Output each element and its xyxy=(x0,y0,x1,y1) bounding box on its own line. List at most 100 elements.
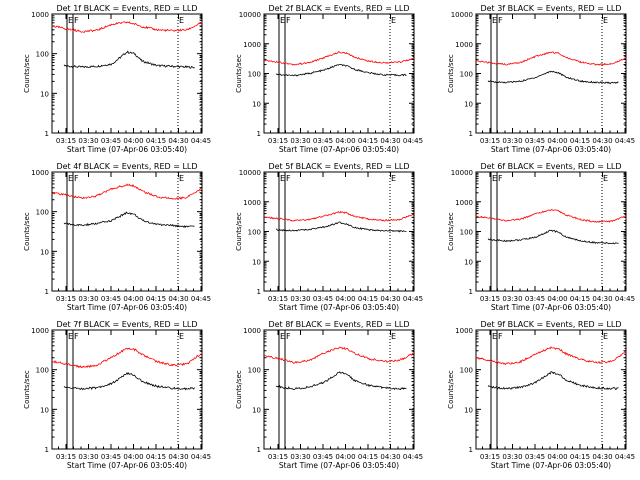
x-tick-label: 03:15 xyxy=(268,295,288,303)
event-marker-label: E xyxy=(179,16,184,25)
y-tick-label: 1000 xyxy=(243,41,261,49)
event-marker-label: E xyxy=(603,174,608,183)
plot-title: Det 6f BLACK = Events, RED = LLD xyxy=(480,162,621,171)
y-tick-label: 100 xyxy=(248,229,261,237)
y-tick-label: 100 xyxy=(460,71,473,79)
y-tick-label: 100 xyxy=(248,367,261,375)
plot-title: Det 4f BLACK = Events, RED = LLD xyxy=(56,162,197,171)
y-axis-label: Counts/sec xyxy=(447,54,455,93)
x-tick-label: 03:45 xyxy=(525,453,545,461)
x-tick-label: 04:30 xyxy=(380,137,400,145)
event-marker-label: E xyxy=(280,332,285,341)
event-marker-label: E xyxy=(68,174,73,183)
lld-series-line xyxy=(264,210,415,222)
x-tick-label: 03:45 xyxy=(525,295,545,303)
x-axis-label: Start Time (07-Apr-06 03:05:40) xyxy=(67,303,187,312)
y-tick-label: 1 xyxy=(45,288,49,296)
x-tick-label: 04:00 xyxy=(335,137,355,145)
y-axis-label: Counts/sec xyxy=(235,370,243,409)
y-axis-label: Counts/sec xyxy=(23,54,31,93)
y-tick-label: 1000 xyxy=(31,169,49,177)
y-tick-label: 100 xyxy=(460,367,473,375)
x-tick-label: 04:00 xyxy=(335,453,355,461)
plot-frame xyxy=(263,171,415,292)
event-marker-label: F xyxy=(286,16,291,25)
x-tick-label: 03:45 xyxy=(101,137,121,145)
lld-series-line xyxy=(51,347,203,369)
y-axis-label: Counts/sec xyxy=(23,370,31,409)
x-axis-label: Start Time (07-Apr-06 03:05:40) xyxy=(491,145,611,154)
event-marker-label: E xyxy=(492,16,497,25)
x-tick-label: 03:45 xyxy=(525,137,545,145)
events-series-line xyxy=(276,371,407,391)
y-tick-label: 10000 xyxy=(451,11,473,19)
y-tick-label: 1000 xyxy=(31,327,49,335)
x-tick-label: 04:30 xyxy=(592,137,612,145)
y-tick-label: 10 xyxy=(40,90,49,98)
plot-title: Det 8f BLACK = Events, RED = LLD xyxy=(268,320,409,329)
x-tick-label: 04:45 xyxy=(615,137,635,145)
x-tick-label: 04:45 xyxy=(615,453,635,461)
event-marker-label: E xyxy=(391,16,396,25)
x-axis-label: Start Time (07-Apr-06 03:05:40) xyxy=(279,303,399,312)
y-tick-label: 1 xyxy=(469,288,473,296)
lld-series-line xyxy=(475,346,627,366)
event-marker-label: F xyxy=(286,174,291,183)
y-axis-label: Counts/sec xyxy=(447,370,455,409)
x-tick-label: 03:30 xyxy=(78,453,98,461)
event-marker-label: E xyxy=(68,332,73,341)
x-tick-label: 03:30 xyxy=(290,295,310,303)
event-marker-label: E xyxy=(492,174,497,183)
events-series-line xyxy=(63,372,195,391)
event-marker-label: E xyxy=(280,174,285,183)
x-tick-label: 03:15 xyxy=(56,137,76,145)
y-tick-label: 10 xyxy=(464,406,473,414)
y-tick-label: 1 xyxy=(45,130,49,138)
event-marker-label: F xyxy=(498,16,503,25)
plot-title: Det 7f BLACK = Events, RED = LLD xyxy=(56,320,197,329)
x-tick-label: 04:45 xyxy=(191,295,211,303)
y-tick-label: 10 xyxy=(464,100,473,108)
x-tick-label: 04:15 xyxy=(570,295,590,303)
y-tick-label: 10000 xyxy=(239,11,261,19)
x-tick-label: 03:30 xyxy=(502,295,522,303)
x-tick-label: 03:30 xyxy=(78,295,98,303)
plot-title: Det 1f BLACK = Events, RED = LLD xyxy=(56,4,197,13)
x-tick-label: 04:15 xyxy=(570,137,590,145)
y-tick-label: 100 xyxy=(36,209,49,217)
lld-series-line xyxy=(51,183,203,200)
x-tick-label: 03:30 xyxy=(502,453,522,461)
event-marker-label: F xyxy=(498,332,503,341)
y-axis-label: Counts/sec xyxy=(23,212,31,251)
x-axis-label: Start Time (07-Apr-06 03:05:40) xyxy=(491,461,611,470)
x-tick-label: 04:15 xyxy=(358,453,378,461)
x-axis-label: Start Time (07-Apr-06 03:05:40) xyxy=(67,461,187,470)
x-tick-label: 04:15 xyxy=(570,453,590,461)
y-tick-label: 10000 xyxy=(451,169,473,177)
x-tick-label: 04:00 xyxy=(547,453,567,461)
y-axis-label: Counts/sec xyxy=(235,54,243,93)
event-marker-label: F xyxy=(286,332,291,341)
events-series-line xyxy=(487,371,619,391)
y-axis-label: Counts/sec xyxy=(235,212,243,251)
plot-frame xyxy=(263,13,415,134)
x-tick-label: 03:30 xyxy=(502,137,522,145)
x-tick-label: 04:45 xyxy=(403,295,423,303)
y-tick-label: 1000 xyxy=(455,199,473,207)
x-tick-label: 04:45 xyxy=(615,295,635,303)
x-tick-label: 04:30 xyxy=(380,453,400,461)
x-tick-label: 03:15 xyxy=(480,295,500,303)
y-tick-label: 10 xyxy=(40,406,49,414)
event-marker-label: E xyxy=(603,332,608,341)
plot-title: Det 5f BLACK = Events, RED = LLD xyxy=(268,162,409,171)
plot-title: Det 9f BLACK = Events, RED = LLD xyxy=(480,320,621,329)
event-marker-label: E xyxy=(391,174,396,183)
plot-frame xyxy=(51,13,203,134)
x-tick-label: 04:00 xyxy=(123,137,143,145)
lld-series-line xyxy=(263,346,415,364)
y-tick-label: 1000 xyxy=(455,41,473,49)
events-series-line xyxy=(63,211,195,229)
x-tick-label: 04:00 xyxy=(547,137,567,145)
event-marker-label: E xyxy=(179,332,184,341)
